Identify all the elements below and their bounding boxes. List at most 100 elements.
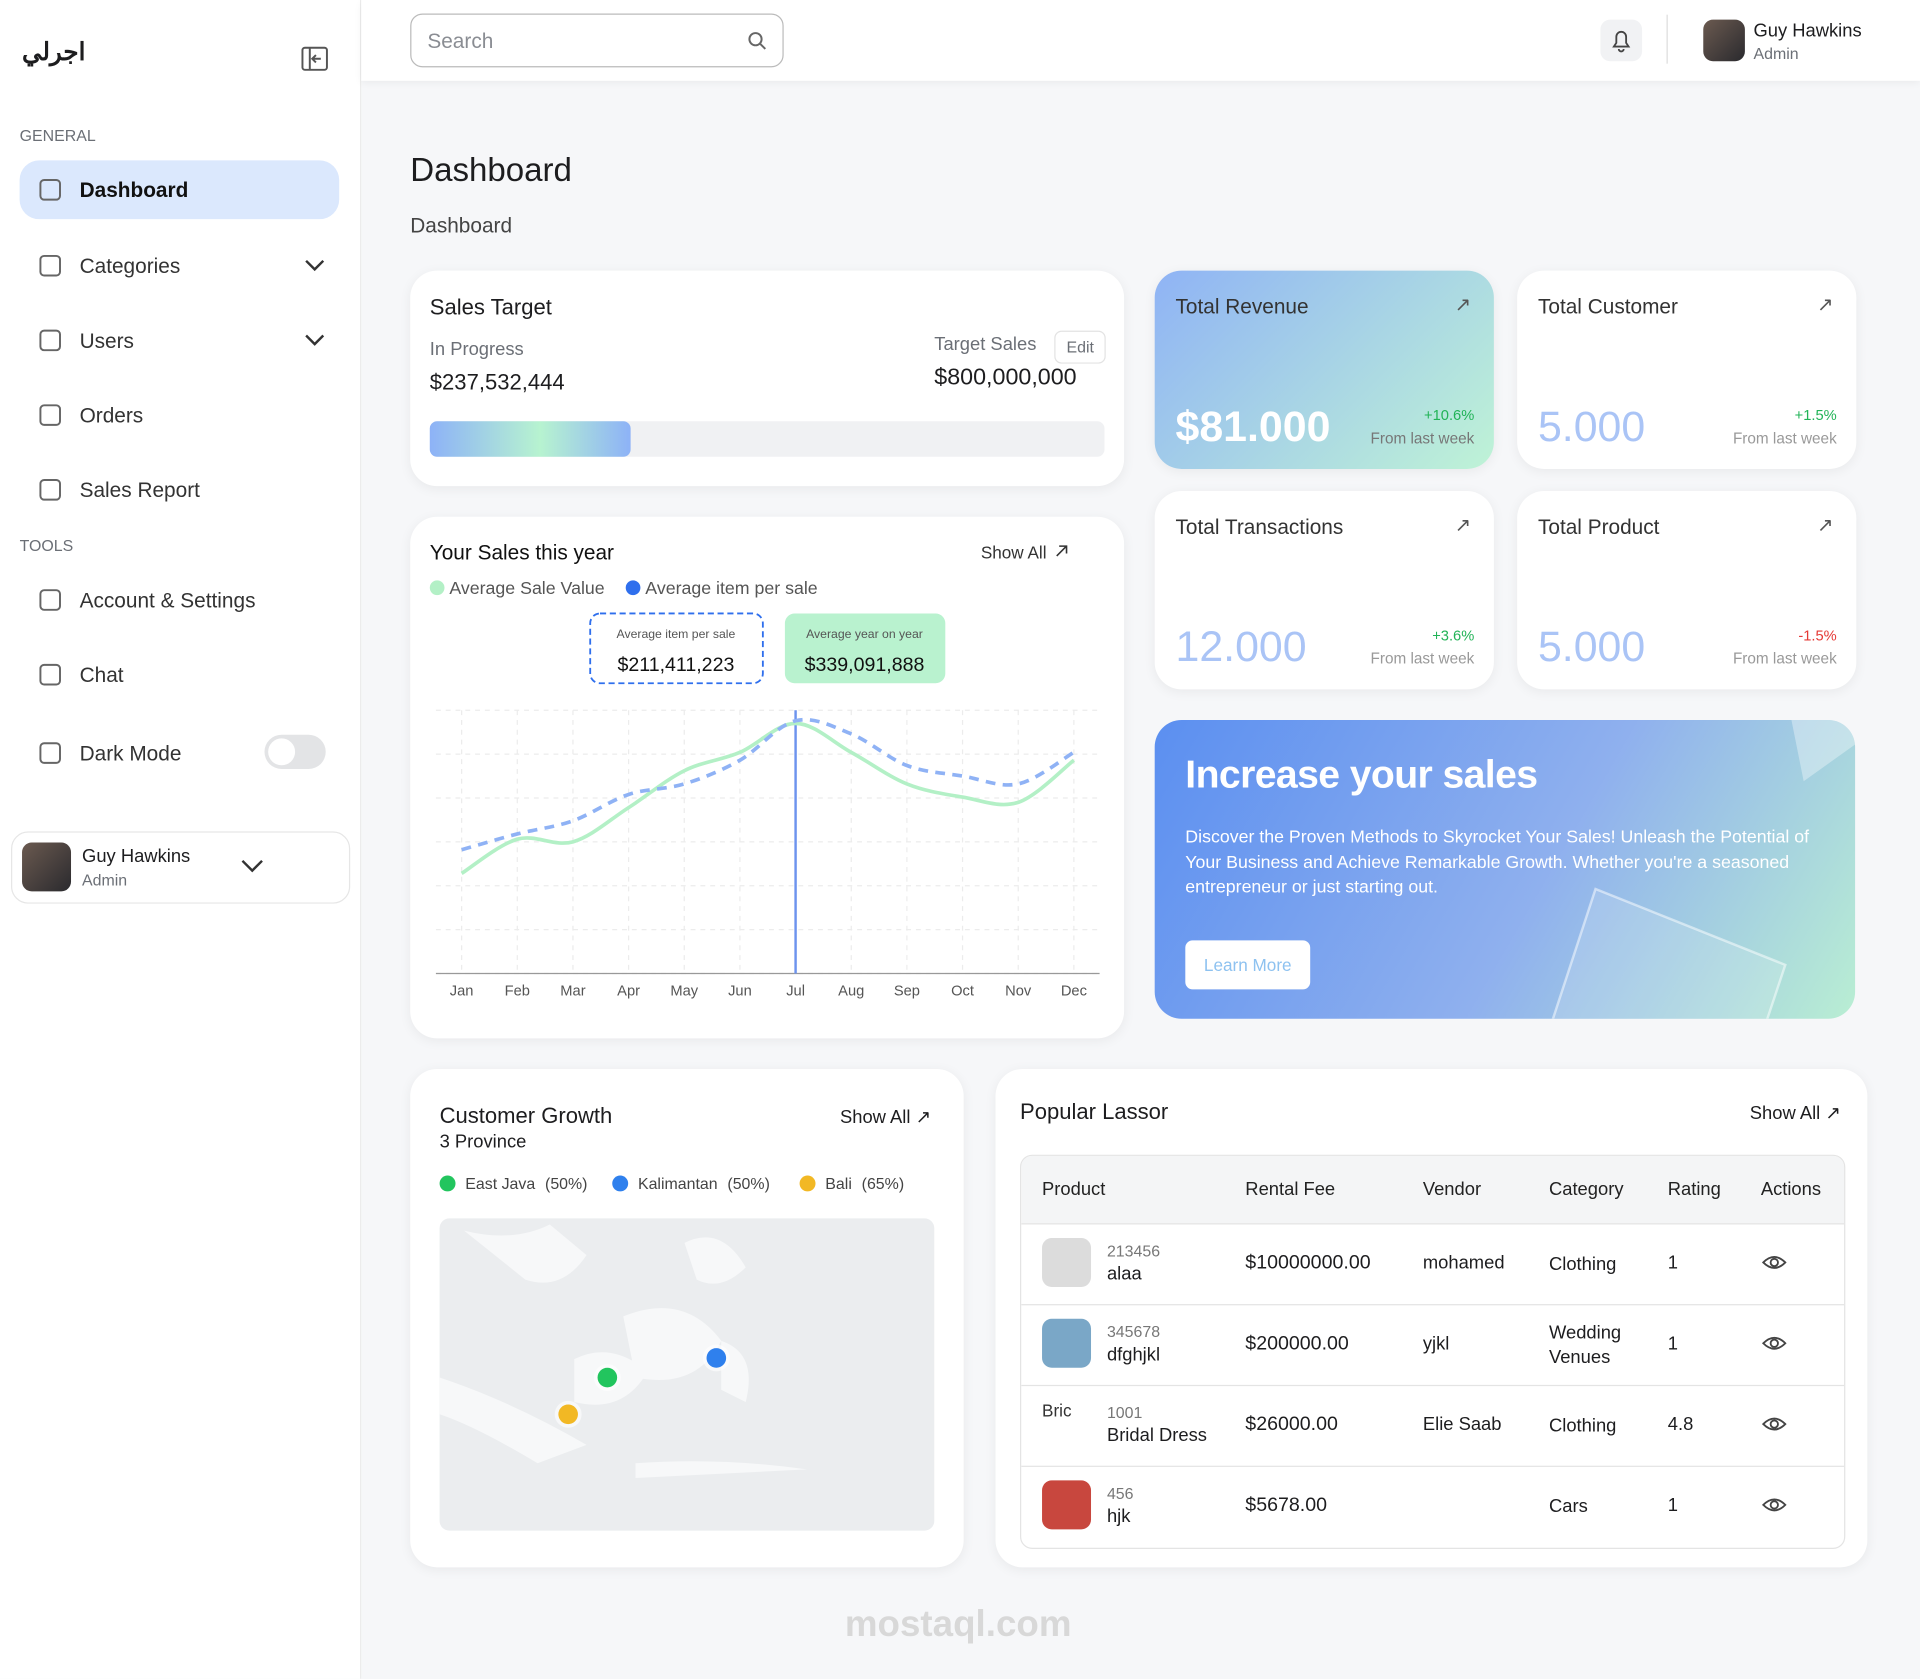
nav-item[interactable]: Users (20, 311, 340, 370)
nav-item[interactable]: Dark Mode (20, 724, 340, 783)
section-label: GENERAL (19, 126, 96, 145)
stat-change: +10.6% (1424, 406, 1475, 424)
nav-label: Users (79, 329, 134, 353)
rating: 1 (1667, 1495, 1678, 1516)
nav-label: Orders (79, 404, 144, 428)
tooltip-box (784, 613, 946, 684)
legend-dot (612, 1175, 629, 1192)
stat-arrow: ↗ (1817, 515, 1834, 537)
x-tick-label: Jan (450, 984, 474, 1000)
legend-dot (799, 1175, 816, 1192)
stat-card: Total Product ↗ 5.000 -1.5% From last week (1517, 491, 1857, 690)
stat-card: Total Transactions ↗ 12.000 +3.6% From last … (1154, 491, 1494, 690)
view-button[interactable] (1761, 1414, 1788, 1434)
card-title: Popular Lassor (1020, 1099, 1169, 1125)
show-all-arrow (1056, 545, 1068, 557)
rental-fee: $10000000.00 (1245, 1252, 1371, 1274)
view-button[interactable] (1761, 1253, 1788, 1273)
promo-title: Increase your sales (1185, 751, 1538, 796)
category: Cars (1548, 1496, 1588, 1518)
logo: اجرلي (22, 39, 86, 67)
view-button[interactable] (1761, 1495, 1788, 1515)
column-header: Rental Fee (1245, 1179, 1336, 1201)
popular-card: Popular Lassor Show All ↗ Product Rental … (995, 1068, 1868, 1568)
progress-track (429, 421, 1105, 457)
vendor: yjkl (1422, 1333, 1450, 1355)
promo-text: Discover the Proven Methods to Skyrocket… (1185, 827, 1810, 898)
legend-label: Bali (825, 1174, 852, 1193)
promo-decoration (1551, 720, 1856, 1019)
nav-item[interactable]: Account & Settings (20, 571, 340, 630)
tooltip-label: Average year on year (806, 627, 923, 641)
promo-card: Increase your sales Discover the Proven … (1154, 720, 1856, 1019)
product-image (1042, 1318, 1092, 1368)
legend-dot (429, 580, 445, 596)
nav-item[interactable]: Categories (20, 236, 340, 295)
legend-share: (50%) (545, 1174, 588, 1193)
map-marker (706, 1348, 727, 1368)
target-label: Target Sales (934, 334, 1037, 356)
show-all[interactable]: Show All ↗ (840, 1106, 931, 1128)
map (439, 1218, 935, 1531)
rental-fee: $26000.00 (1245, 1414, 1338, 1436)
product-id: 1001 (1106, 1403, 1143, 1422)
stat-change: +1.5% (1794, 406, 1837, 424)
legend-label: Average item per sale (645, 578, 817, 598)
x-tick-label: Mar (560, 984, 585, 1000)
collapse-icon[interactable] (301, 46, 328, 71)
sales-chart-card: Your Sales this year Show All Average Sale… (410, 516, 1125, 1039)
target-value: $800,000,000 (934, 364, 1077, 391)
search-box[interactable]: Search (410, 13, 784, 68)
table-row: 456 hjk $5678.00 Cars 1 (1021, 1466, 1844, 1547)
search-placeholder: Search (427, 29, 494, 53)
legend-label: Average Sale Value (449, 578, 604, 598)
column-header: Product (1042, 1179, 1106, 1201)
category: Wedding Venues (1548, 1322, 1622, 1368)
divider (1666, 14, 1668, 64)
avatar (22, 842, 72, 892)
column-header: Category (1548, 1179, 1624, 1201)
legend-dot (439, 1175, 456, 1192)
nav-label: Chat (79, 663, 124, 687)
avatar (1703, 19, 1745, 62)
nav-label: Dark Mode (79, 742, 182, 766)
user-card[interactable]: Guy Hawkins Admin (11, 831, 351, 904)
nav-item[interactable]: Dashboard (19, 160, 340, 220)
learn-more-button[interactable]: Learn More (1185, 940, 1311, 990)
nav-item[interactable]: Chat (20, 645, 340, 704)
stat-title: Total Revenue (1175, 295, 1309, 319)
rating: 1 (1667, 1252, 1678, 1274)
page-title: Dashboard (410, 151, 572, 189)
rental-fee: $200000.00 (1245, 1333, 1349, 1355)
legend-label: Kalimantan (637, 1174, 718, 1193)
progress-value: $237,532,444 (429, 369, 565, 395)
notification-button[interactable] (1600, 19, 1643, 62)
edit-button[interactable]: Edit (1054, 330, 1107, 364)
view-button[interactable] (1761, 1333, 1788, 1353)
table: Product Rental Fee Vendor Category Rating Act… (1020, 1154, 1846, 1549)
show-all-label[interactable]: Show All (1749, 1103, 1821, 1125)
x-tick-label: Aug (838, 984, 864, 1000)
product-name: Bridal Dress (1106, 1425, 1207, 1447)
product-id: 456 (1106, 1484, 1134, 1503)
image-alt: Bric (1042, 1400, 1072, 1421)
x-tick-label: Dec (1061, 984, 1087, 1000)
legend-share: (50%) (727, 1174, 770, 1193)
customer-growth-card: Customer Growth 3 Province Show All ↗ Ea… (410, 1068, 964, 1568)
show-all: Show All (981, 542, 1047, 562)
show-all-label[interactable]: Show All (840, 1106, 911, 1128)
dark-mode-toggle[interactable] (264, 734, 326, 769)
nav-item[interactable]: Sales Report (20, 460, 340, 519)
stat-arrow: ↗ (1454, 515, 1472, 537)
show-all[interactable]: Show All ↗ (1749, 1103, 1841, 1125)
user-name: Guy Hawkins (82, 846, 191, 867)
rating: 4.8 (1667, 1414, 1694, 1436)
nav-item[interactable]: Orders (20, 386, 340, 445)
product-id: 213456 (1106, 1241, 1161, 1261)
x-tick-label: Nov (1005, 984, 1032, 1000)
x-tick-label: Oct (951, 984, 974, 1000)
user-role: Admin (1753, 44, 1799, 63)
map-marker (597, 1367, 618, 1388)
search-icon (748, 32, 766, 50)
